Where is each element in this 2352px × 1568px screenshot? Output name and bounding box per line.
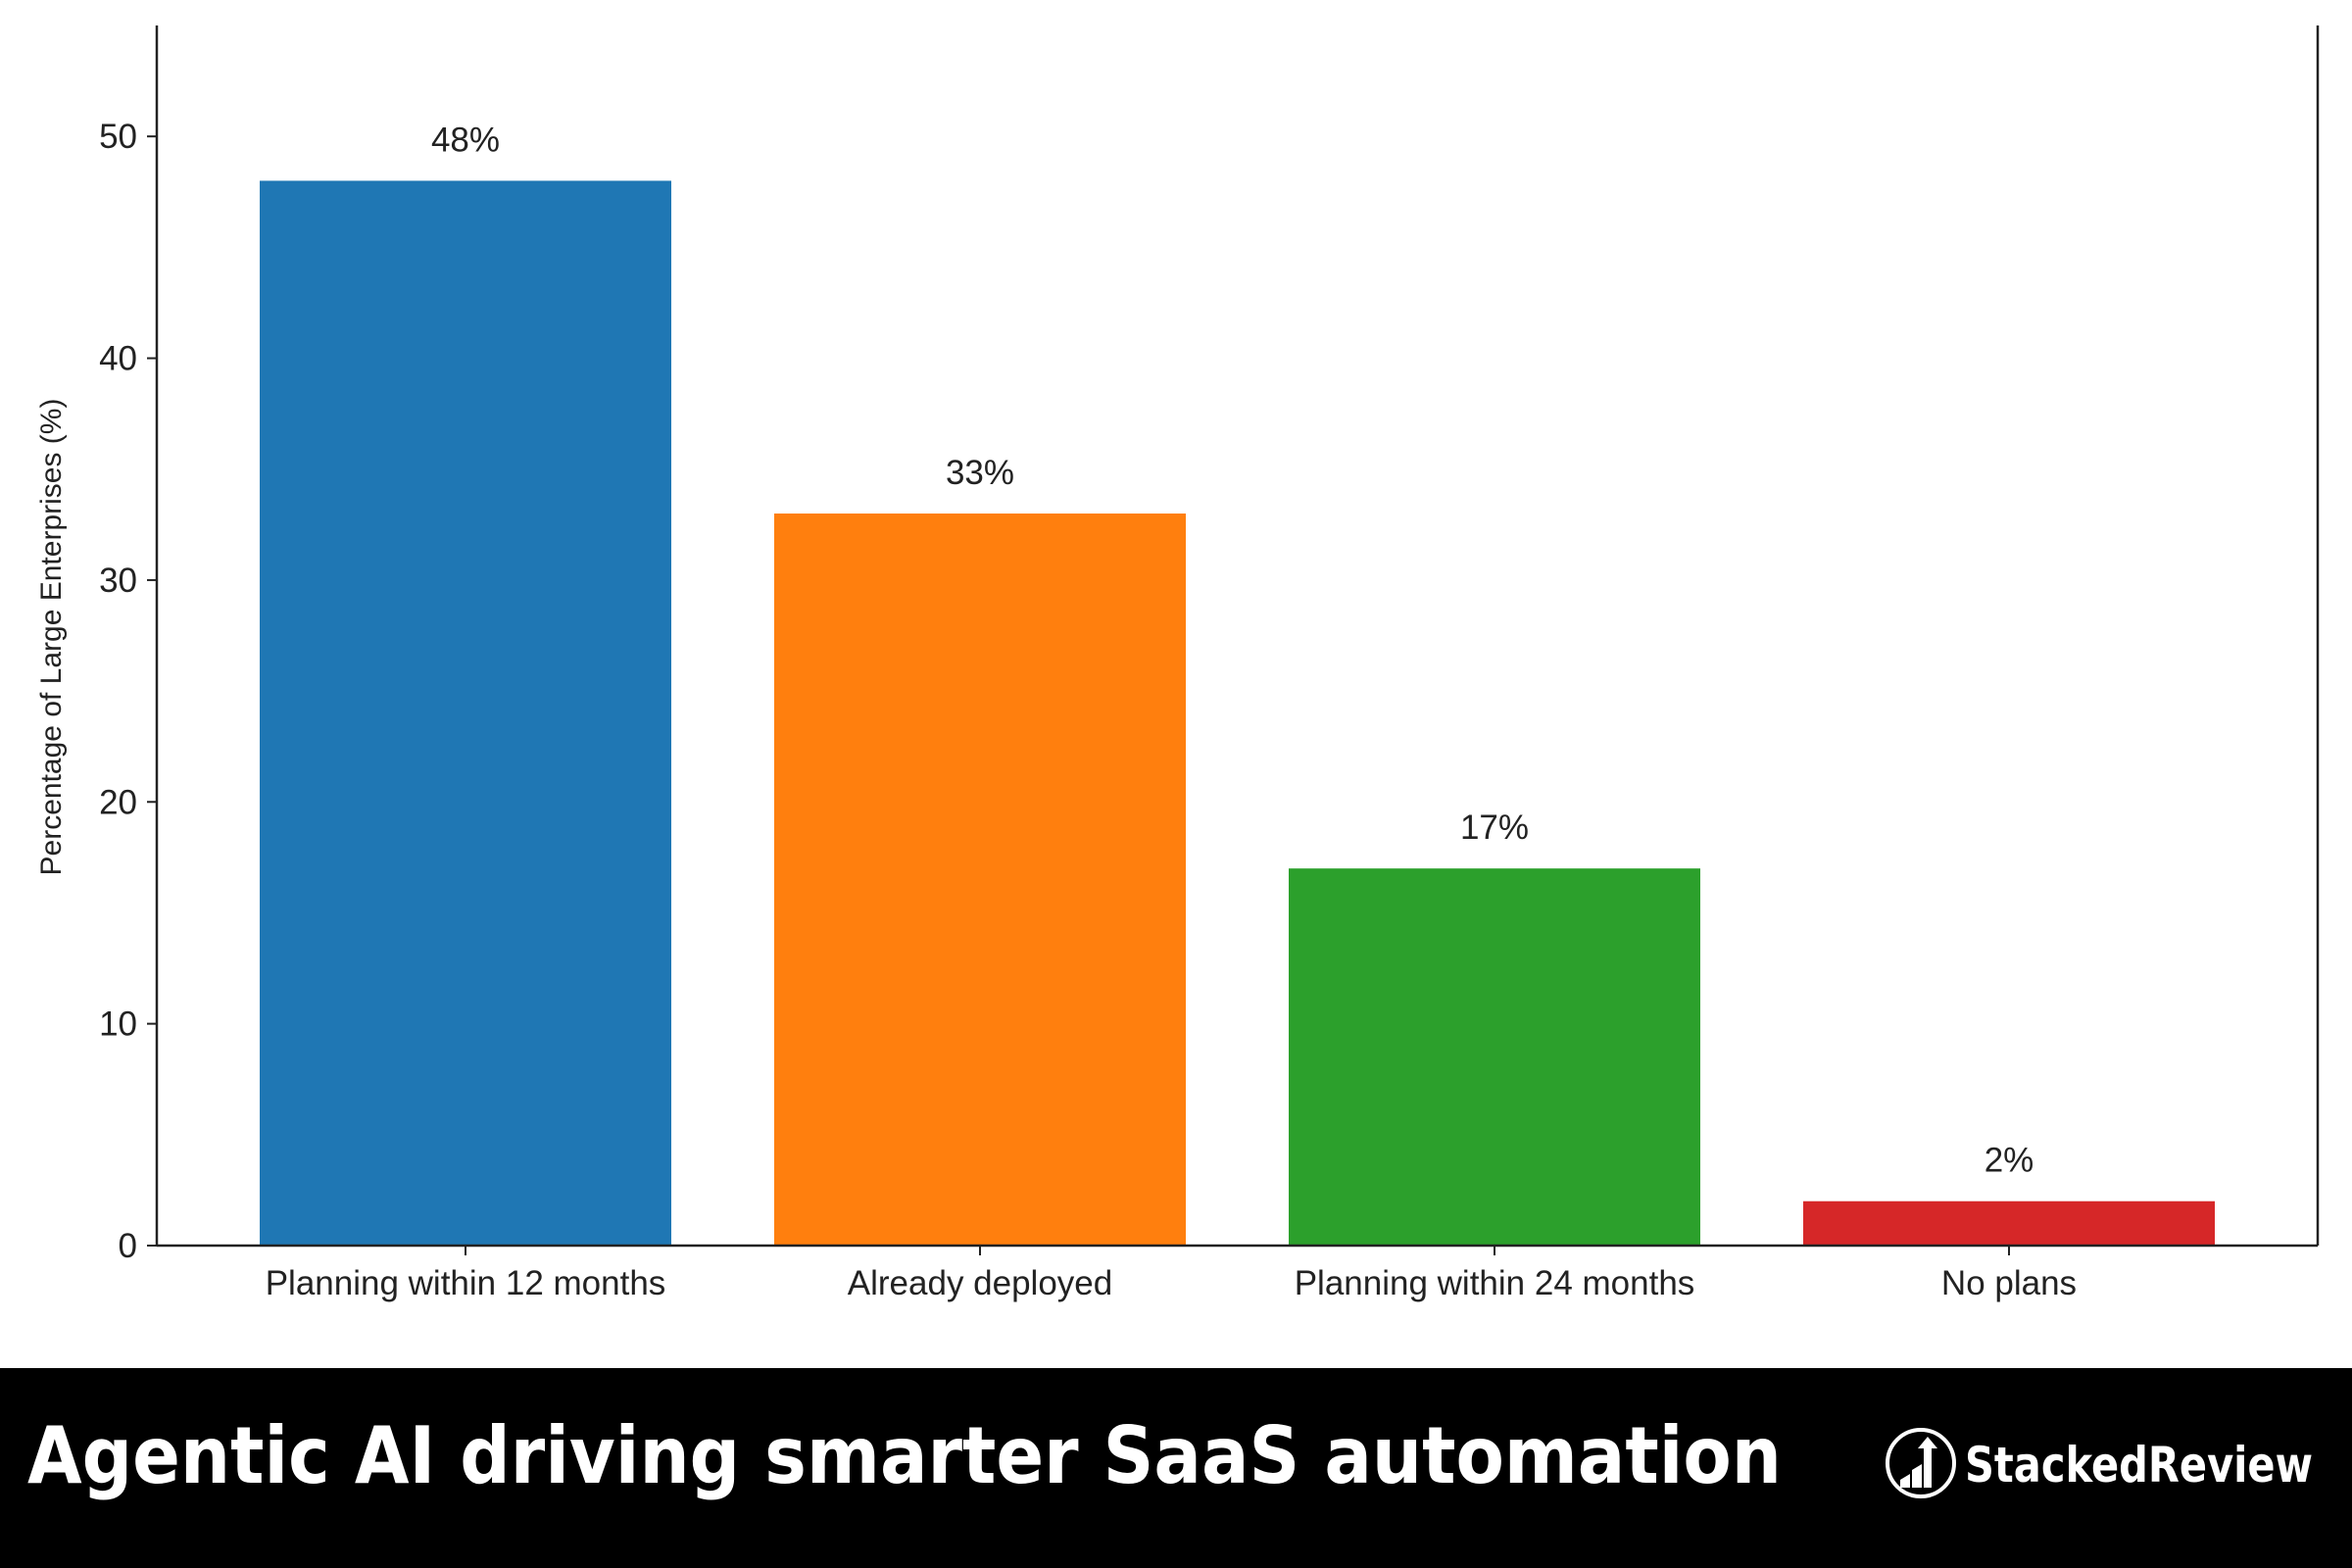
- title-banner: [0, 1368, 2352, 1568]
- data-label: 17%: [1460, 808, 1529, 847]
- brand-name: StackedReview: [1965, 1437, 2313, 1494]
- bar: [1289, 868, 1700, 1246]
- x-tick-label: Already deployed: [848, 1264, 1112, 1302]
- plot-area: 48% Planning within 12 months 33% Already d…: [99, 25, 2320, 1302]
- bar: [774, 514, 1186, 1246]
- data-label: 2%: [1984, 1142, 2034, 1180]
- bar: [1803, 1200, 2215, 1246]
- x-tick-label: Planning within 24 months: [1295, 1264, 1695, 1302]
- y-tick-label: 10: [99, 1005, 137, 1044]
- bar: [260, 180, 671, 1246]
- rising-bars-arrow-icon: [1886, 1428, 1956, 1498]
- data-label: 33%: [946, 454, 1014, 492]
- x-tick-label: Planning within 12 months: [266, 1264, 666, 1302]
- brand-logo: StackedReview: [1886, 1428, 2313, 1498]
- y-tick-label: 0: [119, 1227, 137, 1265]
- y-axis-label: Percentage of Large Enterprises (%): [35, 399, 68, 876]
- data-label: 48%: [431, 121, 500, 159]
- y-tick-label: 50: [99, 118, 137, 156]
- y-tick-label: 20: [99, 783, 137, 821]
- banner-title: Agentic AI driving smarter SaaS automati…: [27, 1410, 1782, 1501]
- y-tick-label: 30: [99, 562, 137, 600]
- y-tick-label: 40: [99, 340, 137, 378]
- x-tick-label: No plans: [1941, 1264, 2077, 1302]
